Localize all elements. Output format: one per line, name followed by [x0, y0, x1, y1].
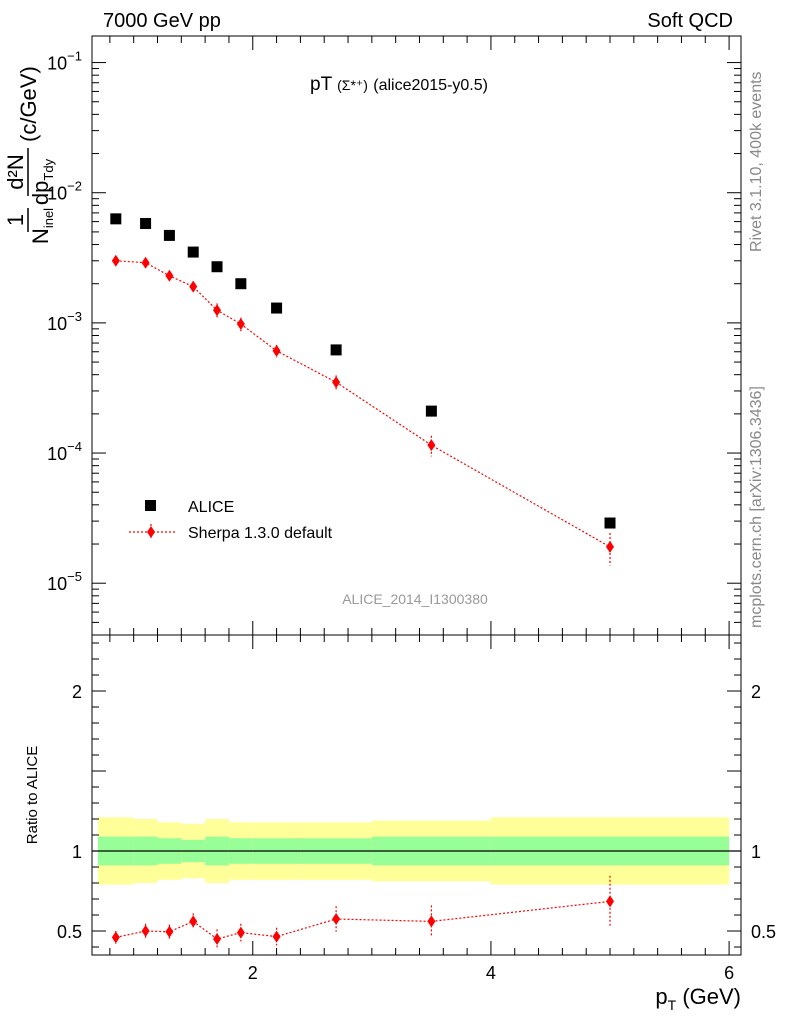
ratio-data-point — [427, 915, 436, 928]
sherpa-data-point — [189, 280, 198, 293]
sherpa-data-point — [236, 318, 245, 331]
y-axis-label: 1 Ninel d²N dpTdy (c/GeV) — [3, 66, 56, 244]
alice-data-point — [604, 517, 616, 529]
ratio-data-point — [111, 931, 120, 944]
alice-data-point — [187, 246, 199, 258]
ratio-y-tick-label-right: 1 — [751, 842, 761, 862]
y-tick-label: 10−3 — [47, 309, 82, 334]
sherpa-data-point — [606, 540, 615, 553]
sherpa-data-point — [141, 256, 150, 269]
ratio-data-point — [189, 915, 198, 928]
alice-data-point — [163, 229, 175, 241]
ylabel-dp-sub: Tdy — [41, 158, 56, 180]
ratio-panel: 2 4 6 0.5 0.5 1 1 2 2 Ratio to ALICE pT (GeV) — [24, 634, 776, 1013]
alice-data-point — [330, 344, 342, 356]
sherpa-data-point — [427, 439, 436, 452]
legend-marker-sherpa — [147, 526, 155, 538]
alice-data-point — [211, 261, 223, 273]
title-particle: (Σ*⁺) — [337, 77, 368, 93]
ratio-data-point — [236, 926, 245, 939]
alice-data-point — [271, 302, 283, 314]
y-tick-label: 10−1 — [47, 49, 82, 74]
ratio-data-point — [213, 933, 222, 945]
rivet-label: Rivet 3.1.10, 400k events — [748, 71, 765, 252]
ratio-data-point — [272, 930, 281, 943]
y-tick-label: 10−2 — [47, 179, 82, 204]
main-panel: pT (Σ*⁺) (alice2015-y0.5) ALICE_2014_I13… — [3, 35, 742, 636]
sherpa-line — [115, 260, 611, 548]
x-axis-label-sub: T — [668, 997, 677, 1013]
x-axis-label-unit: (GeV) — [676, 984, 741, 1009]
ratio-data-point — [606, 895, 615, 908]
mcplots-label: mcplots.cern.ch [arXiv:1306.3436] — [748, 386, 765, 628]
ylabel-d2n: d²N — [3, 154, 28, 189]
ratio-y-tick-label-right: 2 — [751, 682, 761, 702]
sherpa-data-point — [165, 269, 174, 282]
title-main: pT — [310, 74, 333, 95]
x-tick-label: 4 — [486, 963, 496, 983]
header-left: 7000 GeV pp — [103, 10, 221, 32]
legend-label-alice: ALICE — [188, 499, 234, 516]
y-tick-label: 10−4 — [47, 439, 82, 464]
ratio-line — [115, 900, 611, 940]
ylabel-unit: (c/GeV) — [16, 66, 41, 142]
main-frame — [91, 35, 742, 636]
watermark: ALICE_2014_I1300380 — [342, 591, 488, 607]
x-tick-label: 6 — [724, 963, 734, 983]
ratio-data-point — [332, 913, 341, 925]
ylabel-n: Ninel — [28, 208, 56, 244]
ratio-y-tick-label-right: 0.5 — [751, 922, 776, 942]
sherpa-data-point — [272, 344, 281, 357]
sherpa-data-point — [111, 254, 120, 267]
ylabel-n-sub: inel — [41, 208, 56, 228]
legend-marker-alice — [145, 500, 156, 511]
sherpa-data-point — [332, 376, 341, 389]
ratio-y-label: Ratio to ALICE — [24, 746, 41, 844]
legend-label-sherpa: Sherpa 1.3.0 default — [188, 525, 333, 542]
header-right: Soft QCD — [647, 10, 733, 32]
ratio-y-tick-label: 0.5 — [57, 922, 82, 942]
plot-title: pT (Σ*⁺) (alice2015-y0.5) — [310, 74, 488, 95]
x-axis-label: pT (GeV) — [655, 984, 741, 1013]
ylabel-one: 1 — [3, 214, 28, 226]
ylabel-dp: dpTdy — [28, 158, 56, 205]
ratio-y-tick-label: 2 — [72, 682, 82, 702]
alice-data-point — [425, 405, 437, 417]
ratio-frame — [91, 634, 742, 956]
title-tag: (alice2015-y0.5) — [373, 77, 488, 94]
ratio-data-point — [141, 925, 150, 937]
legend: ALICE Sherpa 1.3.0 default — [129, 499, 333, 542]
alice-data-point — [140, 218, 152, 230]
sherpa-data-point — [213, 304, 222, 317]
ratio-data-point — [165, 925, 174, 938]
y-tick-label: 10−5 — [47, 569, 82, 594]
x-tick-label: 2 — [248, 963, 258, 983]
alice-data-point — [235, 278, 247, 290]
alice-data-point — [110, 213, 122, 225]
ratio-y-tick-label: 1 — [72, 842, 82, 862]
